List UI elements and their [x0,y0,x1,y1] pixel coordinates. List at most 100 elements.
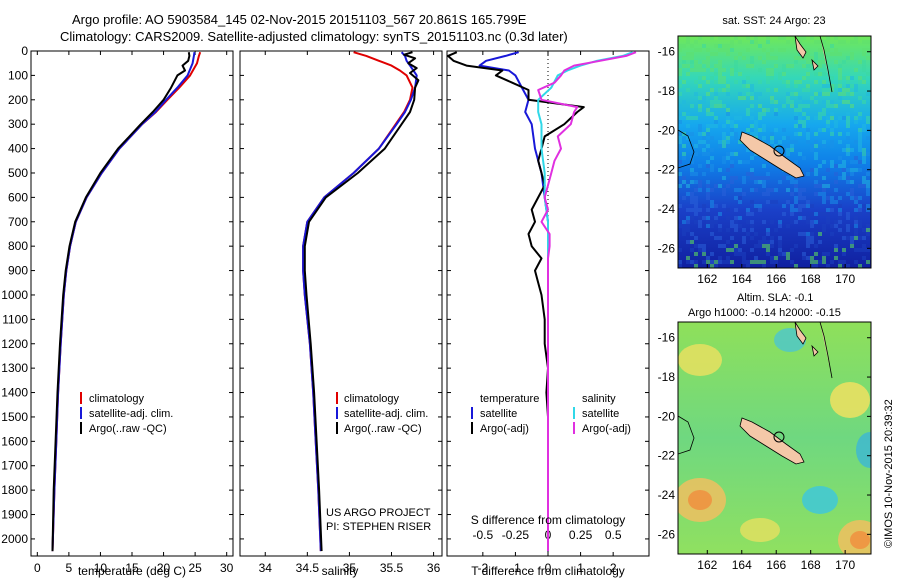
sst-pixel [686,72,690,76]
sst-pixel [802,100,806,104]
sst-pixel [854,84,858,88]
sst-pixel [834,104,838,108]
depth-tick-label: 500 [8,166,28,180]
sst-pixel [846,92,850,96]
sst-pixel [866,204,870,208]
sst-pixel [854,40,858,44]
sst-pixel [742,180,746,184]
sst-pixel [806,256,810,260]
sst-pixel [862,248,866,252]
sst-pixel [846,228,850,232]
sst-pixel [798,116,802,120]
sst-pixel [806,200,810,204]
sst-pixel [738,116,742,120]
sst-pixel [710,68,714,72]
sst-pixel [850,52,854,56]
sst-pixel [862,124,866,128]
sst-pixel [842,100,846,104]
legend-label-t-satellite: satellite [480,408,517,420]
sst-pixel [726,152,730,156]
sst-pixel [690,208,694,212]
sst-pixel [814,192,818,196]
sst-pixel [854,228,858,232]
sst-pixel [766,68,770,72]
sst-pixel [790,204,794,208]
sst-pixel [814,244,818,248]
sst-pixel [830,76,834,80]
sst-pixel [822,196,826,200]
sst-pixel [734,64,738,68]
sst-pixel [778,36,782,40]
sst-pixel [838,116,842,120]
depth-tick-label: 1600 [1,434,28,448]
sst-pixel [730,128,734,132]
sst-pixel [846,80,850,84]
sst-pixel [790,92,794,96]
sst-pixel [818,116,822,120]
sst-pixel [690,240,694,244]
sst-pixel [706,128,710,132]
sst-pixel [794,184,798,188]
sst-pixel [842,60,846,64]
sst-pixel [862,100,866,104]
sst-pixel [710,104,714,108]
difference-series-argo-adj--salinity [537,51,637,552]
sst-lon-tick-label: 170 [835,272,855,286]
sst-pixel [862,76,866,80]
sst-pixel [838,212,842,216]
sst-pixel [854,116,858,120]
x-axis-ticks: 0 5 10 15 20 25 30 34 34.5 35 35.5 36 -2 -1 0 1 2 -0.5 -0.… [34,51,622,575]
sst-lat-tick-label: -22 [658,163,676,177]
sst-pixel [786,200,790,204]
sst-pixel [826,216,830,220]
sla-lat-tick-label: -22 [658,449,676,463]
sst-map-title: sat. SST: 24 Argo: 23 [722,15,825,27]
sst-pixel [778,72,782,76]
sst-pixel [698,96,702,100]
sst-pixel [686,136,690,140]
sst-pixel [682,152,686,156]
depth-tick-label: 400 [8,142,28,156]
sst-pixel [862,184,866,188]
sst-pixel [734,244,738,248]
sst-pixel [766,36,770,40]
sst-pixel [822,100,826,104]
sst-pixel [762,184,766,188]
sst-pixel [826,168,830,172]
sst-pixel [690,180,694,184]
sst-pixel [818,232,822,236]
sst-pixel [726,168,730,172]
sst-pixel [798,36,802,40]
sst-pixel [866,188,870,192]
x-tick-label: 34.5 [296,561,320,575]
sst-pixel [766,140,770,144]
sst-pixel [734,228,738,232]
sst-pixel [830,200,834,204]
sst-pixel [694,204,698,208]
sst-pixel [866,152,870,156]
sst-pixel [798,204,802,208]
sst-pixel [838,64,842,68]
sst-pixel [746,264,750,268]
sst-pixel [754,96,758,100]
sst-pixel [734,248,738,252]
sst-pixel [814,172,818,176]
sst-pixel [694,68,698,72]
s-difference-tick-label: -0.5 [472,528,493,542]
s-difference-axis-label: S difference from climatology [471,513,626,527]
sst-pixel [686,220,690,224]
sst-pixel [790,180,794,184]
depth-axis-ticks: 0 100 200 300 400 500 600 700 800 900 1000 1100 1200… [1,44,649,546]
sst-pixel [858,248,862,252]
sst-pixel [678,224,682,228]
sst-pixel [866,180,870,184]
sst-pixel [846,192,850,196]
sst-pixel [706,92,710,96]
sst-pixel [838,220,842,224]
sst-pixel [698,188,702,192]
sst-pixel [798,216,802,220]
sst-pixel [698,216,702,220]
sst-pixel [774,128,778,132]
sst-pixel [862,48,866,52]
sst-pixel [714,216,718,220]
